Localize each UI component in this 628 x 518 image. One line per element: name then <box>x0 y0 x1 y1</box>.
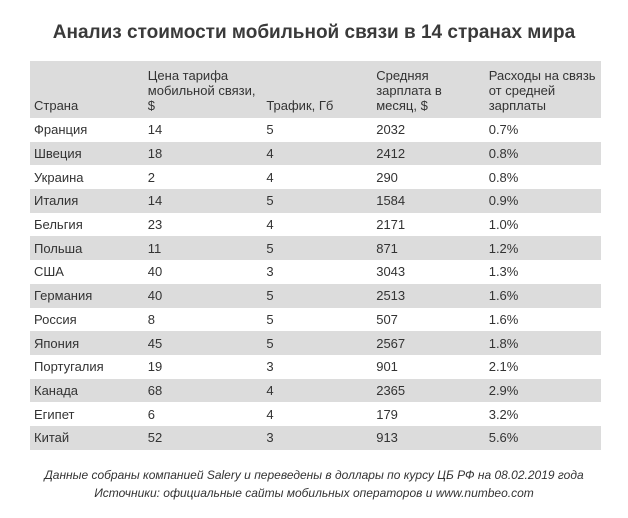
cell-traffic: 5 <box>266 311 274 327</box>
page-title: Анализ стоимости мобильной связи в 14 ст… <box>52 22 576 43</box>
cell-share: 2.9% <box>488 382 519 398</box>
cell-share: 1.8% <box>488 335 519 351</box>
cell-share: 1.3% <box>488 264 519 280</box>
cell-traffic: 5 <box>266 335 274 351</box>
cell-share: 0.8% <box>488 169 519 185</box>
header-traffic: Трафик, Гб <box>266 98 334 113</box>
cell-traffic: 4 <box>266 382 274 398</box>
cell-traffic: 4 <box>266 169 274 185</box>
cell-salary: 1584 <box>376 193 406 209</box>
data-table: Страна Цена тарифа мобильной связи, $ Тр… <box>30 61 601 450</box>
cell-share: 5.6% <box>488 430 519 446</box>
table-row: Португалия 19 3 901 2.1% <box>30 355 601 379</box>
table-row: Япония 45 5 2567 1.8% <box>30 331 601 355</box>
cell-salary: 507 <box>376 311 398 327</box>
cell-country: Германия <box>34 288 93 304</box>
cell-salary: 2032 <box>376 122 406 138</box>
cell-country: Япония <box>34 335 80 351</box>
cell-share: 1.2% <box>488 240 519 256</box>
cell-country: Швеция <box>34 146 82 162</box>
cell-traffic: 3 <box>266 359 274 375</box>
cell-country: Португалия <box>34 359 104 375</box>
header-share: Расходы на связь от средней зарплаты <box>488 68 596 113</box>
cell-price: 23 <box>147 217 163 233</box>
footnote-source-data: Данные собраны компанией Salery и переве… <box>44 468 584 482</box>
header-salary: Средняя зарплата в месяц, $ <box>376 68 442 113</box>
cell-salary: 913 <box>376 430 398 446</box>
table-row: Канада 68 4 2365 2.9% <box>30 378 601 403</box>
cell-salary: 901 <box>376 359 398 375</box>
cell-share: 1.0% <box>488 217 519 233</box>
footnote-sources: Источники: официальные сайты мобильных о… <box>94 486 534 500</box>
cell-price: 11 <box>147 240 162 256</box>
cell-traffic: 3 <box>266 264 274 280</box>
header-row: Страна Цена тарифа мобильной связи, $ Тр… <box>30 61 601 118</box>
cell-country: Россия <box>34 311 77 327</box>
header-country: Страна <box>34 98 79 113</box>
table-row: Украина 2 4 290 0.8% <box>30 165 601 189</box>
cell-price: 8 <box>147 311 156 327</box>
cell-price: 68 <box>147 382 163 398</box>
table-row: Италия 14 5 1584 0.9% <box>30 189 601 213</box>
table-row: США 40 3 3043 1.3% <box>30 260 601 284</box>
cell-price: 19 <box>147 359 163 375</box>
table-row: Россия 8 5 507 1.6% <box>30 308 601 332</box>
cell-traffic: 3 <box>266 430 274 446</box>
cell-salary: 871 <box>376 240 398 256</box>
cell-salary: 290 <box>376 169 398 185</box>
cell-salary: 2171 <box>376 217 406 233</box>
cell-country: Бельгия <box>34 217 83 233</box>
cell-price: 14 <box>147 122 163 138</box>
cell-salary: 2513 <box>376 288 406 304</box>
cell-salary: 179 <box>376 406 398 422</box>
table-row: Швеция 18 4 2412 0.8% <box>30 141 601 166</box>
cell-traffic: 5 <box>266 122 274 138</box>
cell-price: 45 <box>147 335 163 351</box>
cell-country: Польша <box>34 240 83 256</box>
table-row: Германия 40 5 2513 1.6% <box>30 283 601 308</box>
cell-salary: 2365 <box>376 382 406 398</box>
cell-country: США <box>34 264 64 280</box>
table-row: Бельгия 23 4 2171 1.0% <box>30 213 601 237</box>
table-row: Египет 6 4 179 3.2% <box>30 402 601 426</box>
cell-price: 2 <box>147 169 156 185</box>
cell-traffic: 5 <box>266 240 274 256</box>
cell-share: 0.9% <box>488 193 519 209</box>
table-body: Франция 14 5 2032 0.7% Швеция 18 4 2412 0.8% Украи… <box>30 118 601 450</box>
table-row: Польша 11 5 871 1.2% <box>30 236 601 261</box>
table-row: Франция 14 5 2032 0.7% <box>30 118 601 142</box>
cell-share: 0.7% <box>488 122 519 138</box>
cell-traffic: 4 <box>266 406 274 422</box>
cell-traffic: 4 <box>266 146 274 162</box>
cell-country: Франция <box>34 122 88 138</box>
cell-price: 18 <box>147 146 163 162</box>
cell-price: 52 <box>147 430 163 446</box>
cell-salary: 2412 <box>376 146 406 162</box>
cell-price: 40 <box>147 264 163 280</box>
cell-country: Египет <box>34 406 75 422</box>
cell-price: 40 <box>147 288 163 304</box>
cell-country: Украина <box>34 169 84 185</box>
table-row: Китай 52 3 913 5.6% <box>30 425 601 450</box>
cell-salary: 3043 <box>376 264 406 280</box>
cell-traffic: 5 <box>266 288 274 304</box>
cell-share: 0.8% <box>488 146 519 162</box>
header-price: Цена тарифа мобильной связи, $ <box>147 68 256 113</box>
cell-share: 3.2% <box>488 406 519 422</box>
cell-share: 1.6% <box>488 311 519 327</box>
cell-country: Канада <box>34 382 79 398</box>
cell-price: 14 <box>147 193 163 209</box>
cell-traffic: 5 <box>266 193 274 209</box>
cell-salary: 2567 <box>376 335 406 351</box>
cell-traffic: 4 <box>266 217 274 233</box>
cell-share: 2.1% <box>488 359 519 375</box>
cell-price: 6 <box>147 406 156 422</box>
cell-country: Италия <box>34 193 79 209</box>
cell-share: 1.6% <box>488 288 519 304</box>
cell-country: Китай <box>34 430 70 446</box>
